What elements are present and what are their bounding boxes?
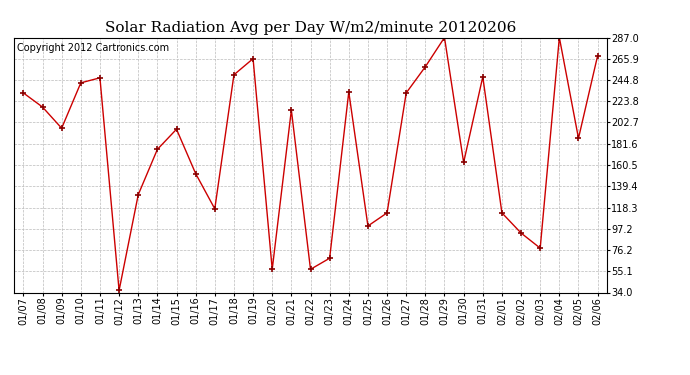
Text: Copyright 2012 Cartronics.com: Copyright 2012 Cartronics.com [17, 43, 169, 52]
Title: Solar Radiation Avg per Day W/m2/minute 20120206: Solar Radiation Avg per Day W/m2/minute … [105, 21, 516, 35]
